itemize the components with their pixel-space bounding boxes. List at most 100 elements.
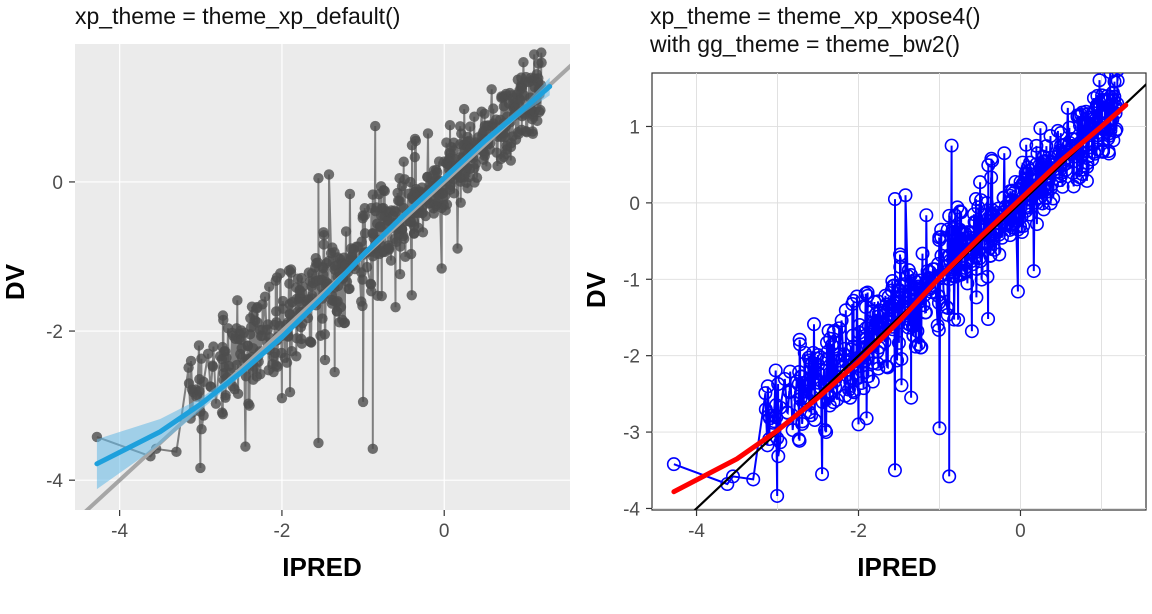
data-point — [356, 236, 367, 247]
data-point — [915, 246, 930, 261]
data-point — [815, 467, 830, 482]
data-point — [469, 111, 480, 122]
data-point — [893, 259, 908, 274]
confidence-band — [96, 77, 550, 490]
data-point — [1110, 73, 1124, 78]
data-point — [313, 173, 324, 184]
data-point — [725, 469, 740, 484]
data-point — [339, 317, 351, 329]
data-point — [1029, 217, 1044, 232]
data-point — [794, 369, 809, 384]
data-point — [1075, 166, 1090, 181]
y-tick-label: -4 — [623, 499, 640, 520]
data-point — [944, 138, 959, 153]
data-point — [455, 197, 466, 208]
data-point — [275, 268, 286, 279]
data-point — [1095, 144, 1110, 159]
y-tick-label: -4 — [46, 471, 63, 492]
data-point — [323, 169, 335, 180]
data-point — [1019, 137, 1034, 152]
data-point — [471, 172, 483, 183]
data-point — [406, 290, 417, 301]
y-tick-label: -3 — [623, 423, 640, 444]
y-tick-label: 0 — [52, 173, 63, 194]
data-point — [376, 290, 387, 302]
data-point — [317, 313, 328, 324]
y-tick-label: 1 — [629, 117, 640, 138]
data-point — [431, 167, 443, 178]
data-point — [284, 386, 296, 398]
data-point — [208, 341, 219, 352]
data-point — [1109, 122, 1124, 137]
chart-title: xp_theme = theme_xp_xpose4() — [650, 3, 981, 29]
data-point — [486, 84, 497, 95]
data-point — [968, 215, 983, 230]
data-point — [202, 348, 214, 359]
y-tick-label: -2 — [623, 347, 640, 368]
data-point — [210, 398, 222, 409]
data-point — [232, 388, 244, 400]
data-point — [1060, 100, 1075, 115]
data-point — [880, 360, 895, 375]
data-point — [981, 312, 996, 327]
x-axis-title: IPRED — [282, 552, 361, 582]
data-point — [932, 421, 947, 436]
data-point — [458, 103, 470, 115]
data-point — [931, 322, 946, 337]
data-point — [409, 151, 421, 163]
data-point — [436, 263, 447, 274]
data-point — [385, 255, 397, 266]
data-point — [481, 161, 492, 172]
data-point — [394, 268, 406, 280]
data-point — [259, 291, 271, 302]
data-point — [904, 390, 919, 405]
data-point — [1023, 207, 1038, 222]
y-tick-label: -2 — [46, 322, 63, 343]
data-point — [860, 285, 875, 300]
data-point — [1055, 179, 1070, 194]
data-point — [905, 319, 920, 334]
data-point — [319, 329, 331, 340]
data-point — [936, 283, 951, 298]
data-point — [536, 47, 547, 58]
data-point — [792, 433, 807, 448]
data-point — [405, 176, 416, 188]
data-point — [218, 314, 229, 326]
data-point — [296, 272, 307, 284]
data-point — [887, 463, 902, 478]
data-point — [768, 363, 783, 378]
data-point — [966, 207, 981, 222]
data-point — [518, 57, 529, 68]
data-point — [810, 348, 825, 363]
data-point — [910, 324, 925, 339]
data-point — [452, 243, 463, 254]
data-point — [198, 410, 209, 421]
data-point — [344, 188, 356, 200]
data-point — [196, 423, 207, 435]
data-point — [465, 121, 476, 132]
data-point — [771, 449, 786, 464]
data-point — [335, 301, 347, 313]
y-axis-title: DV — [0, 263, 30, 300]
data-point — [1010, 284, 1025, 299]
data-point — [1016, 219, 1031, 234]
data-point — [837, 347, 852, 362]
data-point — [666, 457, 681, 472]
data-point — [1029, 138, 1044, 153]
data-point — [221, 352, 232, 363]
data-point — [847, 385, 862, 400]
data-point — [914, 340, 929, 355]
data-point — [951, 312, 966, 327]
plot-layer — [666, 73, 1146, 510]
data-point — [796, 376, 811, 391]
data-point — [984, 170, 999, 185]
data-point — [992, 247, 1007, 262]
data-point — [448, 145, 459, 156]
data-point — [417, 227, 429, 238]
data-point — [997, 146, 1012, 161]
data-point — [1103, 73, 1118, 80]
data-point — [255, 368, 266, 380]
data-point — [207, 361, 219, 372]
data-point — [370, 120, 381, 132]
